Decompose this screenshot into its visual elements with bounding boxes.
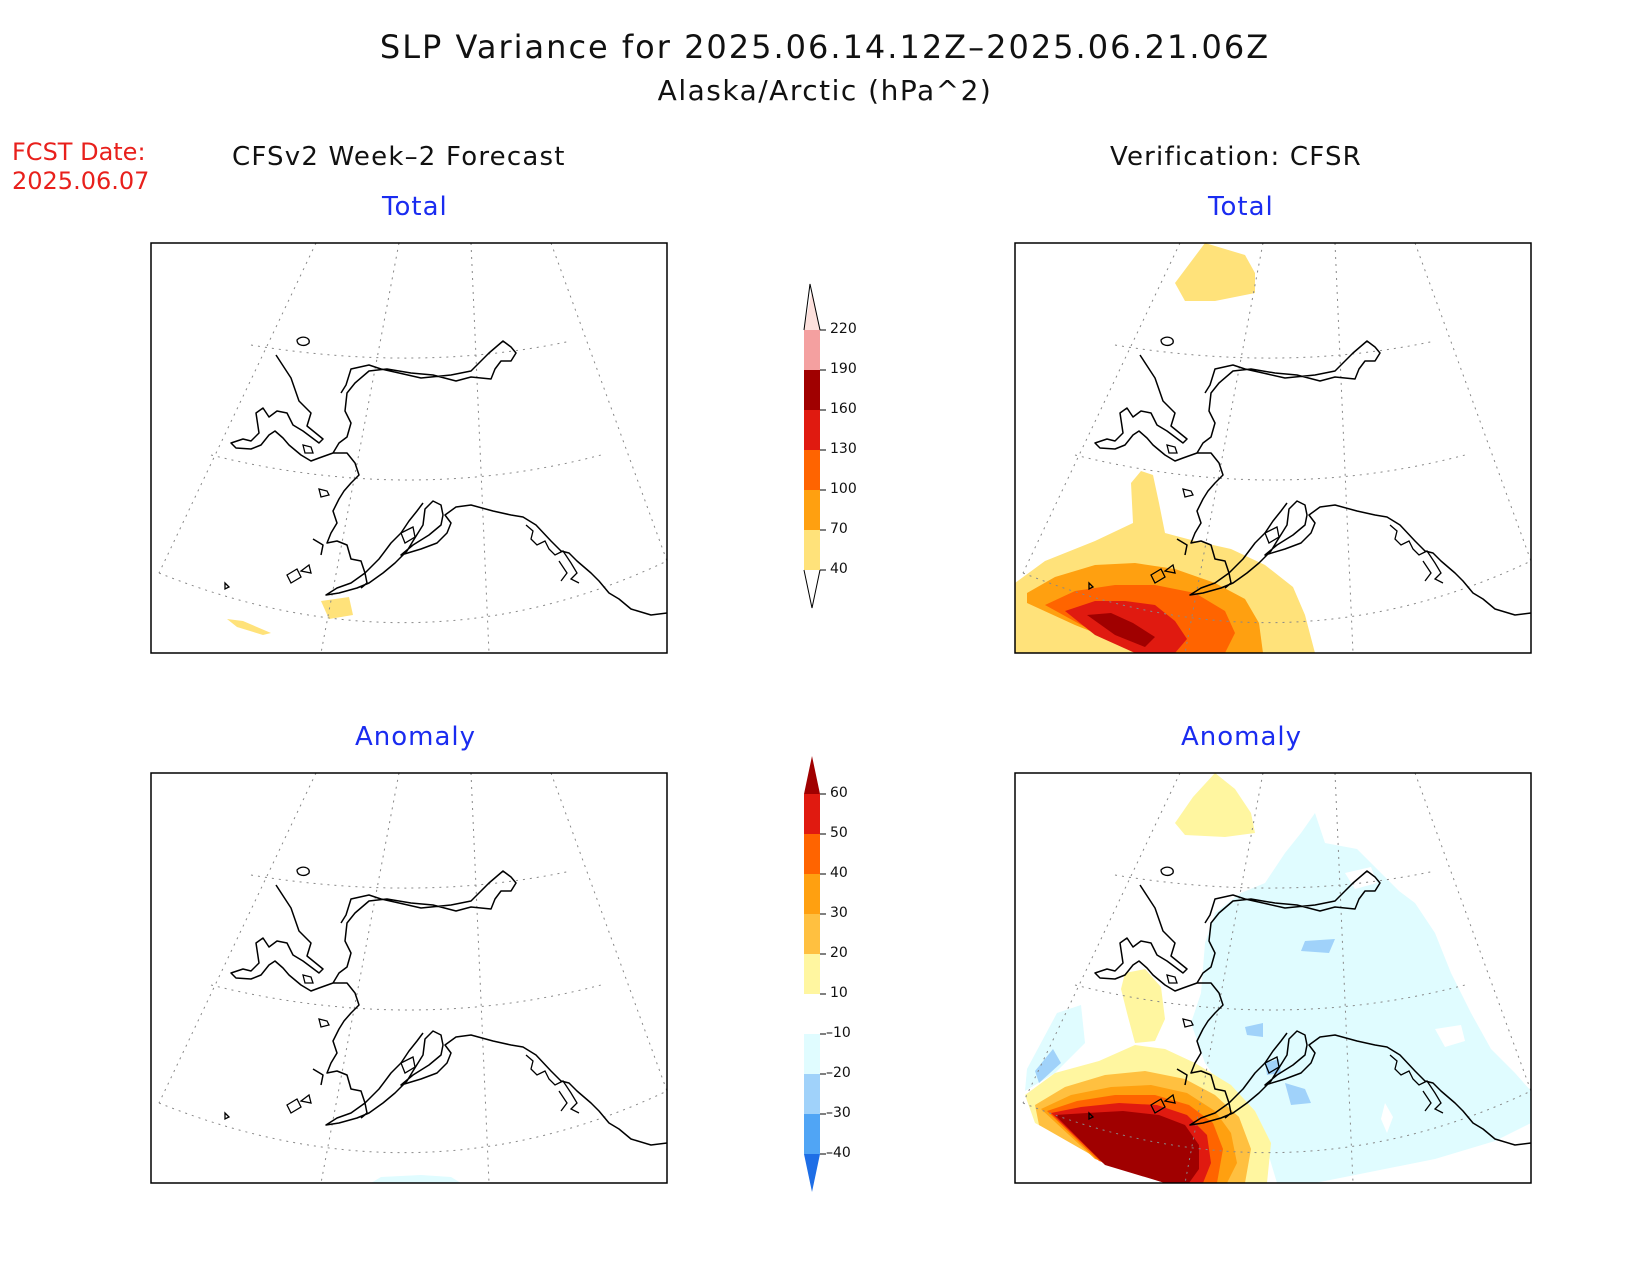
colorbar-total — [803, 283, 826, 609]
map-verification-anomaly — [1014, 772, 1532, 1184]
shading-forecast-total — [227, 597, 353, 635]
colorbar-anomaly-tick-label: 60 — [830, 785, 848, 801]
shading-verification-total — [1015, 243, 1315, 653]
map-verification-total — [1014, 242, 1532, 654]
panel-title-forecast-anomaly: Anomaly — [355, 722, 477, 752]
main-subtitle: Alaska/Arctic (hPa^2) — [657, 74, 993, 107]
colorbar-anomaly-swatch — [804, 834, 820, 874]
colorbar-anomaly-swatch — [804, 994, 820, 1034]
colorbar-anomaly-swatch — [804, 756, 820, 794]
map-frame — [1014, 772, 1532, 1184]
colorbar-total-swatch — [804, 290, 820, 330]
colorbar-anomaly-swatch — [804, 1034, 820, 1074]
map-forecast-anomaly — [150, 772, 668, 1184]
colorbar-total-swatch — [804, 530, 820, 570]
map-frame — [1014, 242, 1532, 654]
colorbar-anomaly-swatches — [804, 756, 826, 1192]
colorbar-anomaly-swatch — [804, 954, 820, 994]
colorbar-total-tick-label: 130 — [830, 441, 857, 457]
main-title: SLP Variance for 2025.06.14.12Z–2025.06.… — [379, 28, 1271, 66]
colorbar-total-tick-label: 70 — [830, 521, 848, 537]
colorbar-anomaly-tick-label: 40 — [830, 865, 848, 881]
panel-title-verification-total: Total — [1208, 192, 1274, 222]
colorbar-total-bottom-tip — [803, 569, 821, 609]
colorbar-anomaly-swatch — [804, 914, 820, 954]
colorbar-total-swatch — [804, 450, 820, 490]
column-title-forecast: CFSv2 Week–2 Forecast — [232, 142, 566, 172]
shading-forecast-anomaly — [371, 1175, 461, 1183]
panel-title-forecast-total: Total — [382, 192, 448, 222]
colorbar-anomaly-swatch — [804, 794, 820, 834]
map-frame — [150, 242, 668, 654]
colorbar-total-tick-label: 220 — [830, 321, 857, 337]
colorbar-total-tick-label: 40 — [830, 561, 848, 577]
colorbar-total-swatches — [804, 290, 826, 571]
colorbar-anomaly-swatch — [804, 1114, 820, 1154]
colorbar-total-tick-label: 160 — [830, 401, 857, 417]
colorbar-anomaly-swatch — [804, 1154, 820, 1192]
colorbar-anomaly — [804, 756, 826, 1192]
colorbar-total-swatch — [804, 330, 820, 370]
panel-title-verification-anomaly: Anomaly — [1181, 722, 1303, 752]
colorbar-anomaly-tick-label: 20 — [830, 945, 848, 961]
colorbar-anomaly-tick-label: –40 — [826, 1145, 851, 1161]
colorbar-anomaly-tick-label: –30 — [826, 1105, 851, 1121]
forecast-date: FCST Date: 2025.06.07 — [12, 138, 149, 196]
colorbar-total-swatch — [804, 370, 820, 410]
colorbar-anomaly-tick-label: –10 — [826, 1025, 851, 1041]
colorbar-anomaly-swatch — [804, 1074, 820, 1114]
forecast-date-value: 2025.06.07 — [12, 167, 150, 195]
colorbar-total-swatch — [804, 490, 820, 530]
colorbar-anomaly-tick-label: –20 — [826, 1065, 851, 1081]
column-title-verification: Verification: CFSR — [1110, 142, 1362, 172]
colorbar-anomaly-swatch — [804, 874, 820, 914]
colorbar-total-swatch — [804, 410, 820, 450]
colorbar-anomaly-tick-label: 50 — [830, 825, 848, 841]
colorbar-anomaly-tick-label: 10 — [830, 985, 848, 1001]
colorbar-total-tick-label: 190 — [830, 361, 857, 377]
colorbar-anomaly-tick-label: 30 — [830, 905, 848, 921]
colorbar-total-tick-label: 100 — [830, 481, 857, 497]
map-forecast-total — [150, 242, 668, 654]
map-frame — [150, 772, 668, 1184]
forecast-date-label: FCST Date: — [12, 138, 146, 166]
colorbar-total-top-tip — [803, 283, 821, 331]
